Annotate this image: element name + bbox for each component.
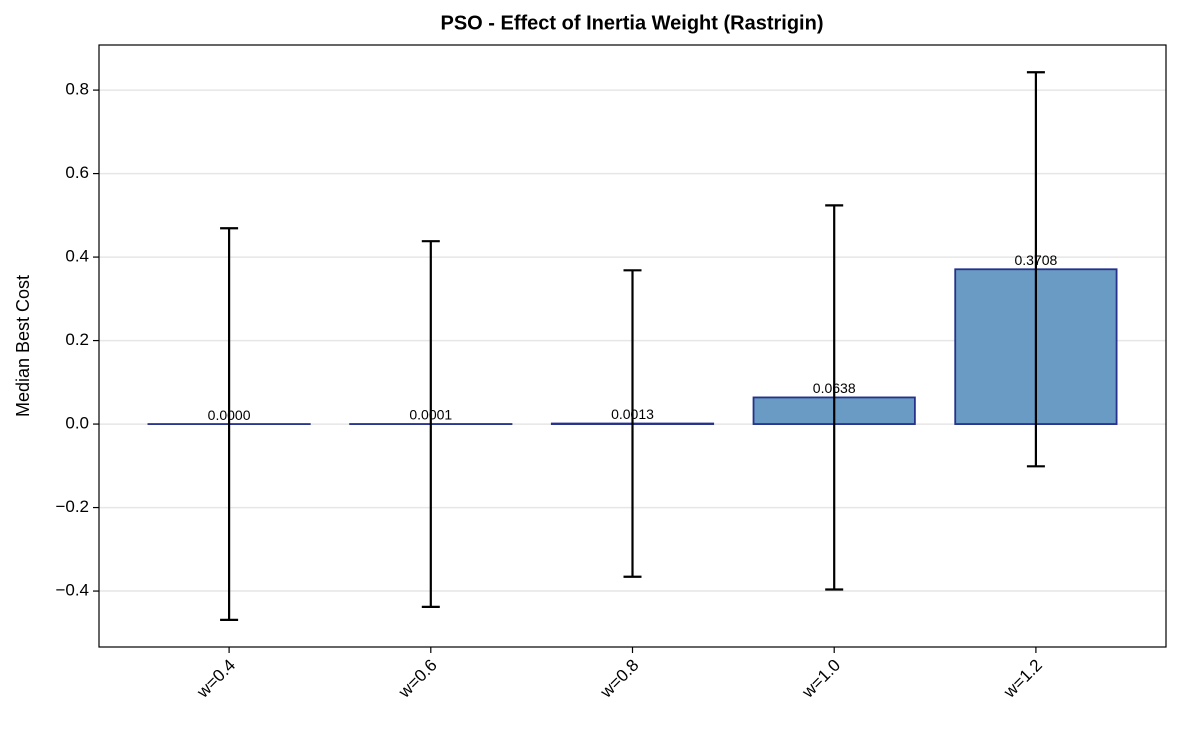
error-bar — [220, 227, 239, 621]
y-tick-label: 0.4 — [65, 247, 89, 266]
x-tick-label: w=0.4 — [193, 656, 240, 703]
x-tick-label: w=1.0 — [798, 656, 845, 703]
value-label: 0.0000 — [208, 407, 251, 423]
value-label: 0.0001 — [409, 407, 452, 423]
x-tick-label: w=0.6 — [394, 656, 441, 703]
y-tick-label: 0.2 — [65, 330, 89, 349]
y-tick-label: −0.4 — [55, 581, 89, 600]
plot-frame — [98, 44, 1167, 648]
chart-title: PSO - Effect of Inertia Weight (Rastrigi… — [441, 12, 824, 34]
x-tick-label: w=0.8 — [596, 656, 643, 703]
y-tick-label: 0.6 — [65, 163, 89, 182]
error-bar — [1026, 71, 1045, 468]
value-label: 0.3708 — [1014, 252, 1057, 268]
y-tick-label: 0.0 — [65, 414, 89, 433]
error-bar — [825, 204, 844, 591]
error-bar — [623, 269, 642, 578]
y-axis-label: Median Best Cost — [13, 275, 33, 417]
value-label: 0.0013 — [611, 406, 654, 422]
y-tick-label: −0.2 — [55, 497, 89, 516]
y-tick-label: 0.8 — [65, 80, 89, 99]
error-bar — [421, 240, 440, 608]
value-label: 0.0638 — [813, 380, 856, 396]
x-tick-label: w=1.2 — [999, 656, 1046, 703]
